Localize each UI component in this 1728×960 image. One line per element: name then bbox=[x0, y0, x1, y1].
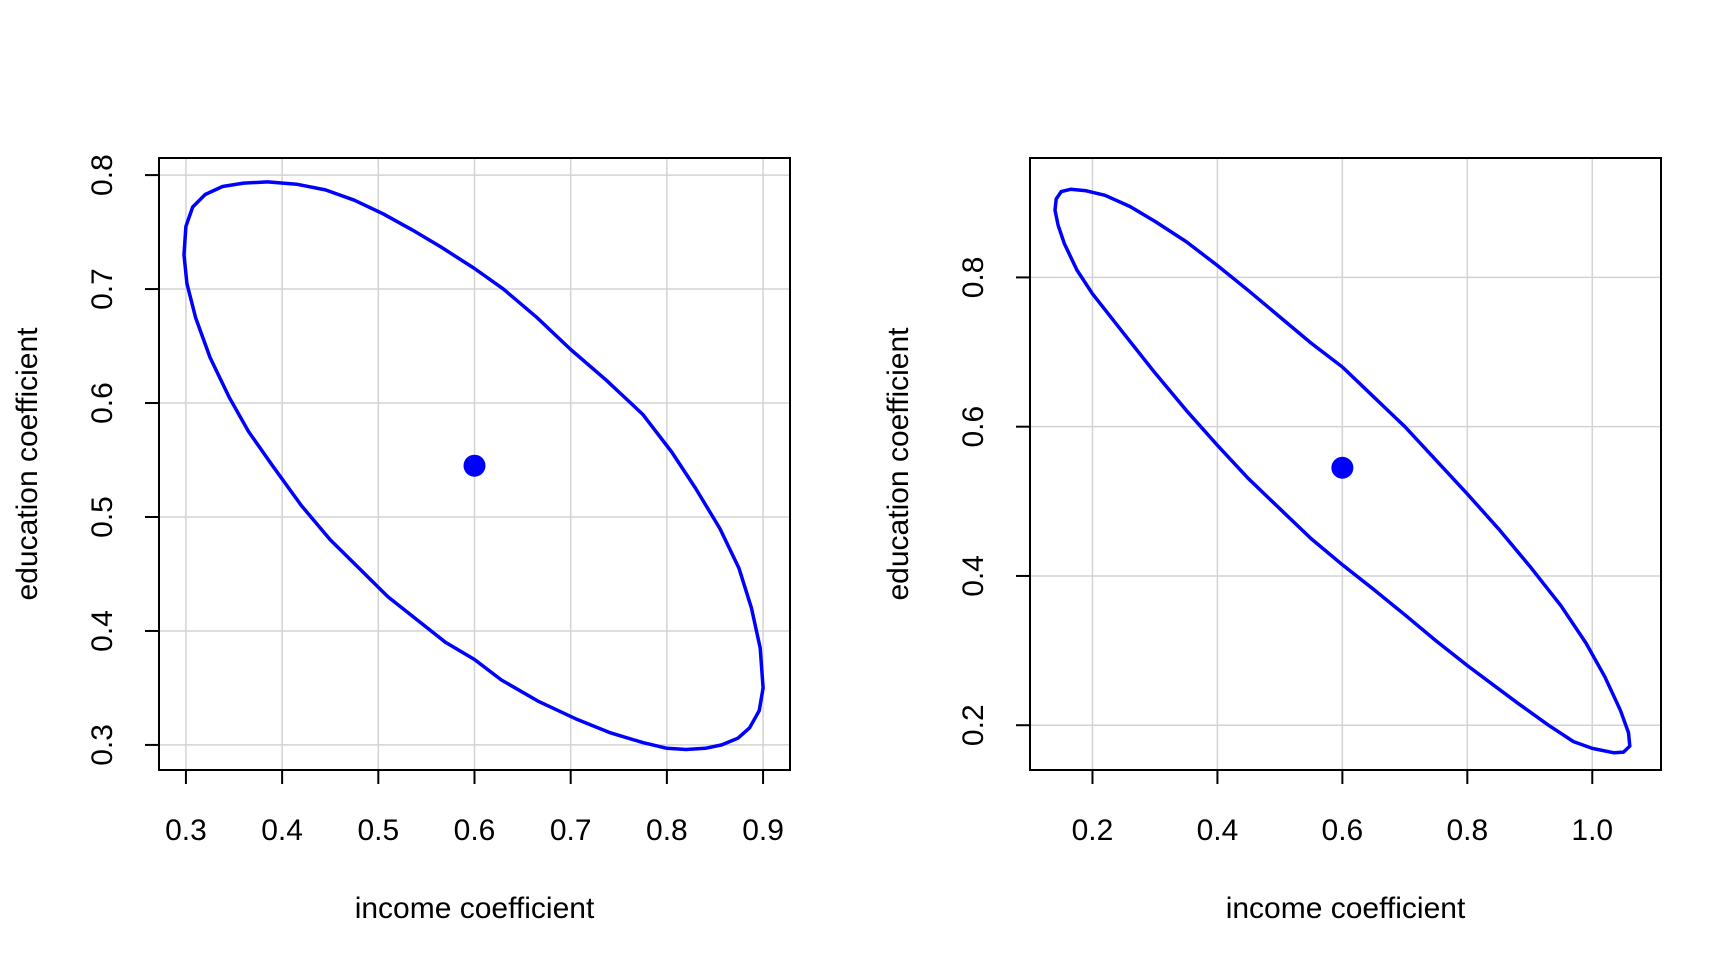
y-tick-label: 0.4 bbox=[957, 555, 990, 597]
confidence-ellipse bbox=[182, 180, 765, 752]
x-axis-label: income coefficient bbox=[355, 892, 595, 925]
y-tick-label: 0.4 bbox=[86, 610, 119, 652]
y-tick-label: 0.6 bbox=[86, 382, 119, 424]
y-tick-label: 0.6 bbox=[957, 406, 990, 448]
plot-frame bbox=[1029, 157, 1662, 771]
y-tick-label: 0.2 bbox=[957, 704, 990, 746]
x-tick-label: 0.9 bbox=[742, 814, 784, 847]
x-tick-label: 0.7 bbox=[550, 814, 592, 847]
x-axis-label: income coefficient bbox=[1226, 892, 1466, 925]
x-tick-label: 0.6 bbox=[1322, 814, 1364, 847]
y-tick-label: 0.7 bbox=[86, 268, 119, 310]
point-estimate bbox=[1331, 456, 1354, 479]
x-tick-label: 0.4 bbox=[1197, 814, 1239, 847]
y-tick-label: 0.8 bbox=[957, 257, 990, 299]
x-tick-label: 0.6 bbox=[454, 814, 496, 847]
x-tick-label: 0.4 bbox=[261, 814, 303, 847]
x-tick-label: 0.5 bbox=[357, 814, 399, 847]
y-tick-label: 0.3 bbox=[86, 724, 119, 766]
x-tick-label: 0.3 bbox=[165, 814, 207, 847]
chart-panel-2: 0.2 0.4 0.6 0.8 1.0 0.2 0.4 0.6 0.8 income coeffi… bbox=[882, 157, 1662, 925]
x-tick-label: 0.8 bbox=[1446, 814, 1488, 847]
x-tick-label: 0.8 bbox=[646, 814, 688, 847]
chart-panel-1: 0.3 0.4 0.5 0.6 0.7 0.8 0.9 0.3 0.4 0.5 0.6 0.7 0.8 i… bbox=[11, 154, 791, 925]
point-estimate bbox=[463, 454, 486, 477]
y-tick-label: 0.8 bbox=[86, 154, 119, 196]
confidence-ellipse bbox=[1053, 187, 1632, 755]
y-tick-label: 0.5 bbox=[86, 496, 119, 538]
y-axis-label: education coefficient bbox=[882, 327, 915, 601]
y-axis-label: education coefficient bbox=[11, 327, 44, 601]
x-tick-label: 0.2 bbox=[1072, 814, 1114, 847]
x-tick-label: 1.0 bbox=[1571, 814, 1613, 847]
